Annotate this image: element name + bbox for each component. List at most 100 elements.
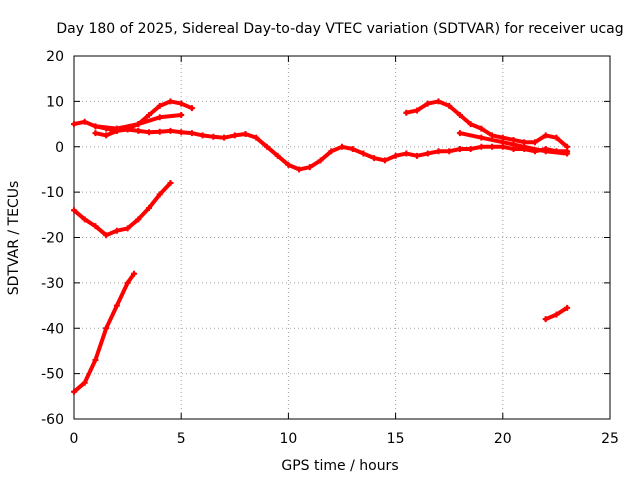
y-tick-label: -50 [41,367,64,383]
data-point [542,316,549,323]
ticks: 0 5 10 15 20 25 20 10 0 -10 -20 -30 -40 -50 -60 [41,49,619,447]
data-point [242,131,249,138]
data-point [424,100,431,107]
data-point [274,152,281,159]
data-point [131,270,138,277]
series-track-8 [542,304,571,323]
data-point [71,207,77,214]
data-point [71,121,77,128]
data-point [113,302,120,309]
series-track-4 [403,98,571,150]
data-point [92,223,99,230]
data-point [178,100,185,107]
data-point [167,127,174,134]
data-point [424,150,431,157]
data-point [113,125,120,132]
x-axis-title: GPS time / hours [281,458,398,474]
y-tick-label: -30 [41,276,64,292]
data-point [510,146,517,153]
data-point [146,111,153,118]
data-point [542,148,549,155]
data-point [296,166,303,173]
data-point [478,125,485,132]
x-tick-label: 15 [387,431,405,447]
data-point [446,102,453,109]
data-point [306,164,313,171]
data-point [339,143,345,150]
data-point [146,205,153,212]
data-point [553,134,560,141]
y-tick-label: -40 [41,321,64,337]
data-point [435,98,442,105]
data-point [156,191,163,198]
data-point [156,114,163,121]
x-tick-label: 20 [494,431,512,447]
data-point [542,132,549,139]
y-tick-label: 0 [55,140,64,156]
series-layer [71,98,571,395]
x-tick-label: 5 [177,431,186,447]
series-track-3 [92,111,185,132]
data-point [564,143,571,150]
series-track-5 [456,130,571,157]
series-track-7 [71,270,138,395]
data-point [103,232,110,239]
data-point [92,357,99,364]
data-point [478,143,485,150]
data-point [360,150,367,157]
data-point [81,216,88,223]
data-point [167,98,174,105]
data-point [92,130,99,137]
data-point [456,130,463,137]
data-point [135,216,142,223]
data-point [521,143,528,150]
y-tick-label: -10 [41,185,64,201]
data-point [435,148,442,155]
data-point [92,123,99,130]
data-point [446,148,453,155]
data-point [414,152,421,159]
series-line [72,181,173,238]
y-tick-label: -20 [41,231,64,247]
data-point [414,107,421,114]
data-point [553,311,560,318]
data-point [188,105,195,112]
data-point [328,148,335,155]
data-point [489,143,496,150]
data-point [103,132,110,139]
data-point [81,118,88,125]
data-point [456,146,463,153]
data-point [403,109,410,116]
series-track-6 [71,180,174,239]
y-tick-label: -60 [41,412,64,428]
series-line [457,131,570,156]
data-point [199,132,206,139]
data-point [349,146,356,153]
data-point [392,152,399,159]
data-point [381,157,388,164]
series-line [404,99,570,149]
data-point [210,133,217,140]
data-point [167,180,174,187]
data-point [135,127,142,134]
data-point [188,130,195,137]
series-line [93,99,194,138]
x-tick-label: 10 [279,431,297,447]
data-point [178,111,185,118]
data-point [317,157,324,164]
data-point [489,132,496,139]
data-point [371,155,378,162]
data-point [478,134,485,141]
data-point [103,325,110,332]
data-point [263,143,270,150]
x-tick-label: 0 [70,431,79,447]
x-tick-label: 25 [601,431,619,447]
data-point [124,225,131,232]
data-point [81,379,88,386]
data-point [146,129,153,136]
data-point [467,146,474,153]
y-axis-title: SDTVAR / TECUs [6,181,22,296]
data-point [156,128,163,135]
data-point [403,150,410,157]
